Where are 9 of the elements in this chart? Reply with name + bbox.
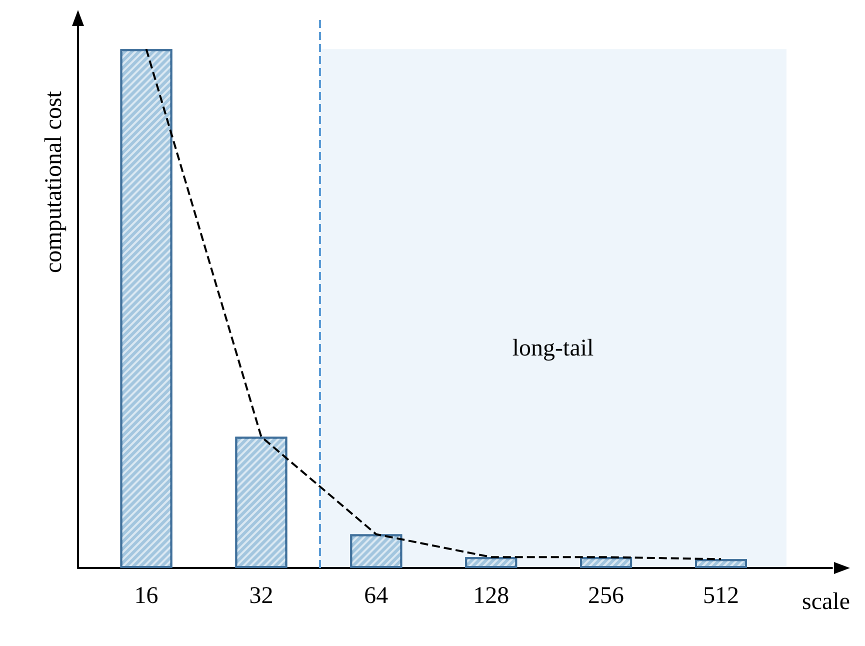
x-tick-label: 64 (364, 583, 388, 609)
x-tick-label: 128 (473, 583, 510, 609)
x-tick-label: 256 (588, 583, 624, 609)
x-tick-label: 32 (249, 583, 274, 609)
x-tick-label: 16 (134, 583, 158, 609)
band-label: long-tail (512, 336, 594, 362)
x-tick-label: 512 (702, 583, 739, 609)
y-axis-title: computational cost (41, 90, 67, 273)
x-axis-title: scale (802, 589, 850, 615)
